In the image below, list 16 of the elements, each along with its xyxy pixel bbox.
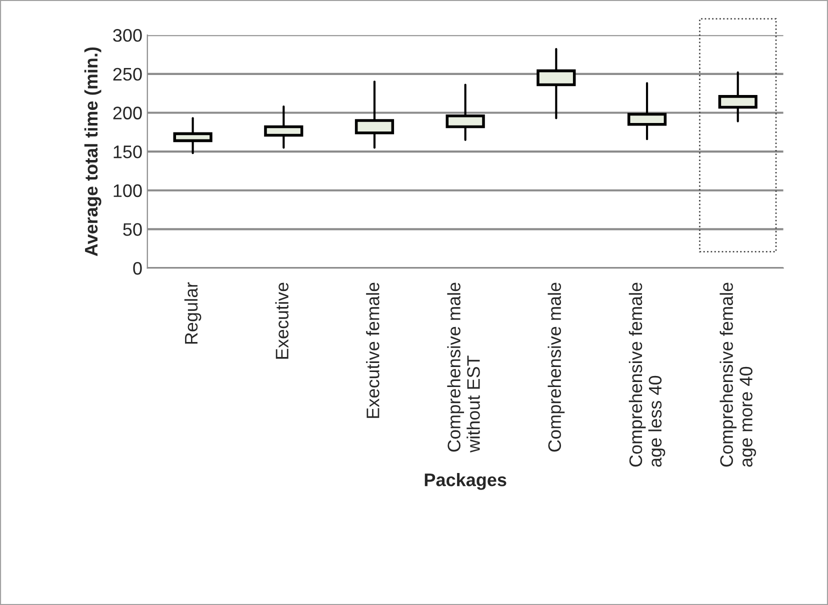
y-tick-label: 100 — [114, 184, 142, 198]
y-tick-label: 250 — [113, 68, 142, 81]
y-tick-label: 50 — [123, 223, 142, 236]
y-tick-label: 0 — [133, 262, 142, 275]
x-tick-label: Comprehensive male — [548, 282, 565, 452]
x-axis-title: Packages — [424, 472, 506, 490]
x-tick-label: Comprehensive female age less 40 — [628, 282, 666, 467]
x-tick-label: Comprehensive female age more 40 — [720, 282, 756, 467]
x-tick-label: Regular — [184, 282, 202, 344]
x-tick-label: Executive female — [366, 282, 380, 418]
y-tick-label: 150 — [114, 145, 142, 158]
y-axis-title: Average total time (min.) — [84, 47, 102, 256]
y-tick-label: 300 — [113, 29, 142, 42]
x-tick-label: Executive — [275, 282, 288, 359]
x-tick-label: Comprehensive male without EST — [447, 282, 480, 453]
y-tick-label: 200 — [113, 106, 142, 120]
